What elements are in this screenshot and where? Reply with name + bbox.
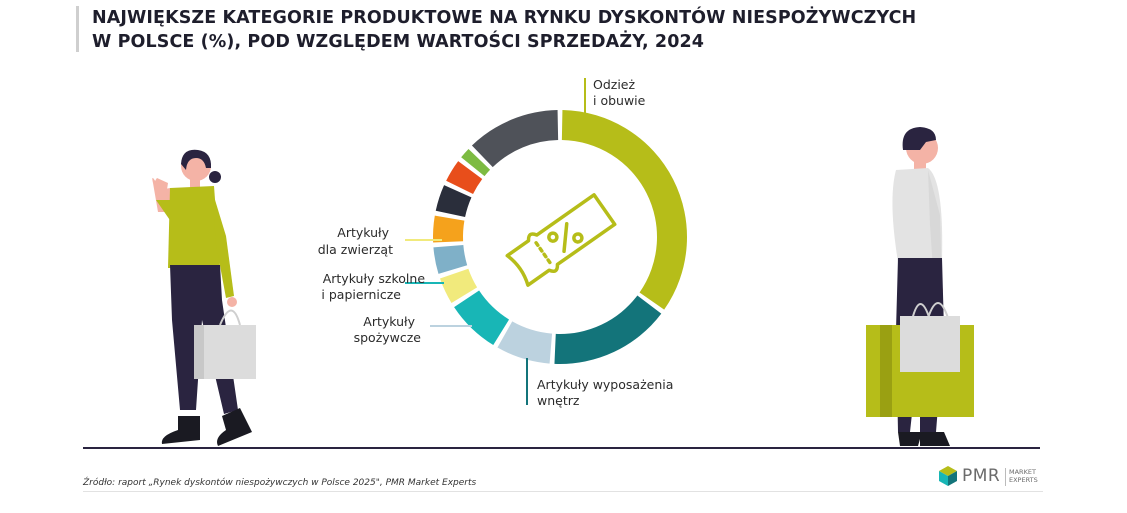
pmr-logo-mark-icon [939,466,957,486]
woman-shopper-illustration [152,149,256,446]
slice-label-zwierzeta-line-1: Artykuły [337,225,389,240]
chart-title: NAJWIĘKSZE KATEGORIE PRODUKTOWE NA RYNKU… [92,6,916,54]
donut-slice-9 [461,148,491,177]
pmr-logo: PMR MARKET EXPERTS [938,465,1048,489]
slice-label-odziez-line-1: Odzież [593,77,635,92]
man-shopper-illustration [866,127,974,446]
chart-title-line-1: NAJWIĘKSZE KATEGORIE PRODUKTOWE NA RYNKU… [92,8,917,28]
logo-subtitle-line-1: MARKET [1009,468,1036,476]
slice-label-odziez-line-2: i obuwie [593,93,646,108]
footer-divider [83,491,1043,492]
percent-tag-icon [505,193,617,287]
logo-wordmark: PMR [962,466,1001,486]
slice-label-odziez: Odzież i obuwie [593,77,646,108]
logo-subtitle: MARKET EXPERTS [1009,468,1038,484]
donut-slice-6 [433,215,465,243]
slice-label-wyposazenie-line-2: wnętrz [537,393,580,408]
ground-line [83,447,1040,449]
donut-slice-4 [439,268,478,303]
donut-slice-8 [446,161,483,195]
donut-slice-10 [471,110,559,168]
slice-label-spozywcze-line-1: Artykuły [363,314,415,329]
logo-subtitle-line-2: EXPERTS [1009,476,1038,484]
chart-title-line-2: W POLSCE (%), POD WZGLĘDEM WARTOŚCI SPRZ… [92,32,705,52]
donut-chart [433,110,687,364]
source-note: Źródło: raport „Rynek dyskontów niespoży… [83,478,477,488]
donut-slice-5 [433,244,468,274]
title-accent-bar [76,6,79,52]
logo-separator [1005,468,1006,486]
slice-label-wyposazenie: Artykuły wyposażenia wnętrz [537,377,677,408]
slice-label-szkolne: Artykuły szkolne i papiernicze [321,271,429,302]
donut-slice-7 [435,185,472,217]
slice-label-wyposazenie-line-1: Artykuły wyposażenia [537,377,673,392]
slice-label-zwierzeta-line-2: dla zwierząt [318,242,393,257]
donut-slice-1 [554,295,662,364]
slice-label-spozywcze-line-2: spożywcze [354,330,422,345]
slice-label-szkolne-line-1: Artykuły szkolne [323,271,426,286]
leader-lines [405,78,586,405]
slice-label-spozywcze: Artykuły spożywcze [354,314,422,345]
slice-label-zwierzeta: Artykuły dla zwierząt [318,225,393,257]
slice-label-szkolne-line-2: i papiernicze [321,287,401,302]
donut-slice-2 [497,321,553,364]
donut-slice-3 [454,290,510,346]
donut-slice-0 [561,110,687,310]
